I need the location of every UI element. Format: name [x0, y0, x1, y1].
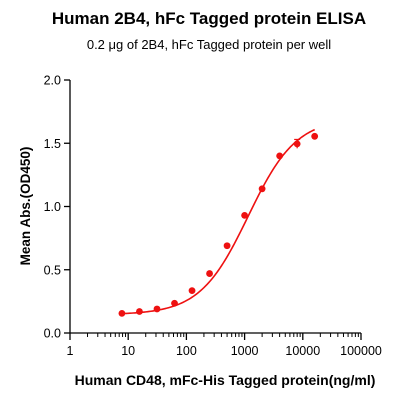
data-point: [188, 287, 196, 295]
data-point: [206, 270, 213, 277]
data-point: [241, 211, 249, 219]
x-tick-label: 100000: [340, 344, 382, 358]
fit-curve-layer: [121, 128, 316, 315]
data-point: [153, 305, 161, 313]
x-axis-label: Human CD48, mFc-His Tagged protein(ng/ml…: [75, 372, 376, 388]
x-tick-label: 10: [121, 344, 135, 358]
y-tick-label: 0.0: [44, 327, 61, 341]
x-tick-label: 10000: [285, 344, 320, 358]
x-tick-label: 1000: [231, 344, 259, 358]
x-tick-label: 100: [176, 344, 197, 358]
data-point: [293, 140, 301, 148]
fit-curve: [121, 128, 316, 315]
data-point: [171, 299, 178, 307]
data-points-layer: [118, 132, 319, 317]
x-tick-label: 1: [67, 344, 74, 358]
y-tick-label: 0.5: [44, 263, 61, 277]
data-point: [136, 308, 143, 315]
y-tick-label: 2.0: [44, 74, 61, 88]
data-point: [311, 132, 319, 140]
data-point: [118, 309, 126, 317]
y-tick-label: 1.0: [44, 200, 61, 214]
y-tick-label: 1.5: [44, 137, 61, 151]
chart-title: Human 2B4, hFc Tagged protein ELISA: [51, 9, 367, 28]
axes: 0.0 0.5 1.0 1.5 2.0 1 10 100 1000 10000 100000: [44, 74, 382, 359]
data-point: [258, 185, 266, 193]
chart-subtitle: 0.2 μg of 2B4, hFc Tagged protein per we…: [86, 37, 332, 52]
y-axis-label: Mean Abs.(OD450): [18, 147, 33, 266]
data-point: [223, 242, 231, 250]
data-point: [276, 152, 284, 160]
